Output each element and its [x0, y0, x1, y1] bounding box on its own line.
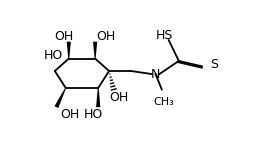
Text: OH: OH — [55, 30, 74, 43]
Polygon shape — [67, 42, 71, 59]
Text: HO: HO — [44, 49, 63, 62]
Text: S: S — [210, 58, 218, 71]
Text: CH₃: CH₃ — [153, 97, 174, 107]
Text: OH: OH — [109, 91, 128, 104]
Text: HS: HS — [156, 29, 174, 42]
Text: OH: OH — [61, 108, 80, 121]
Polygon shape — [93, 42, 97, 59]
Text: OH: OH — [97, 30, 116, 43]
Text: HO: HO — [84, 108, 103, 121]
Polygon shape — [96, 88, 100, 107]
Polygon shape — [54, 88, 66, 108]
Text: N: N — [151, 68, 160, 81]
